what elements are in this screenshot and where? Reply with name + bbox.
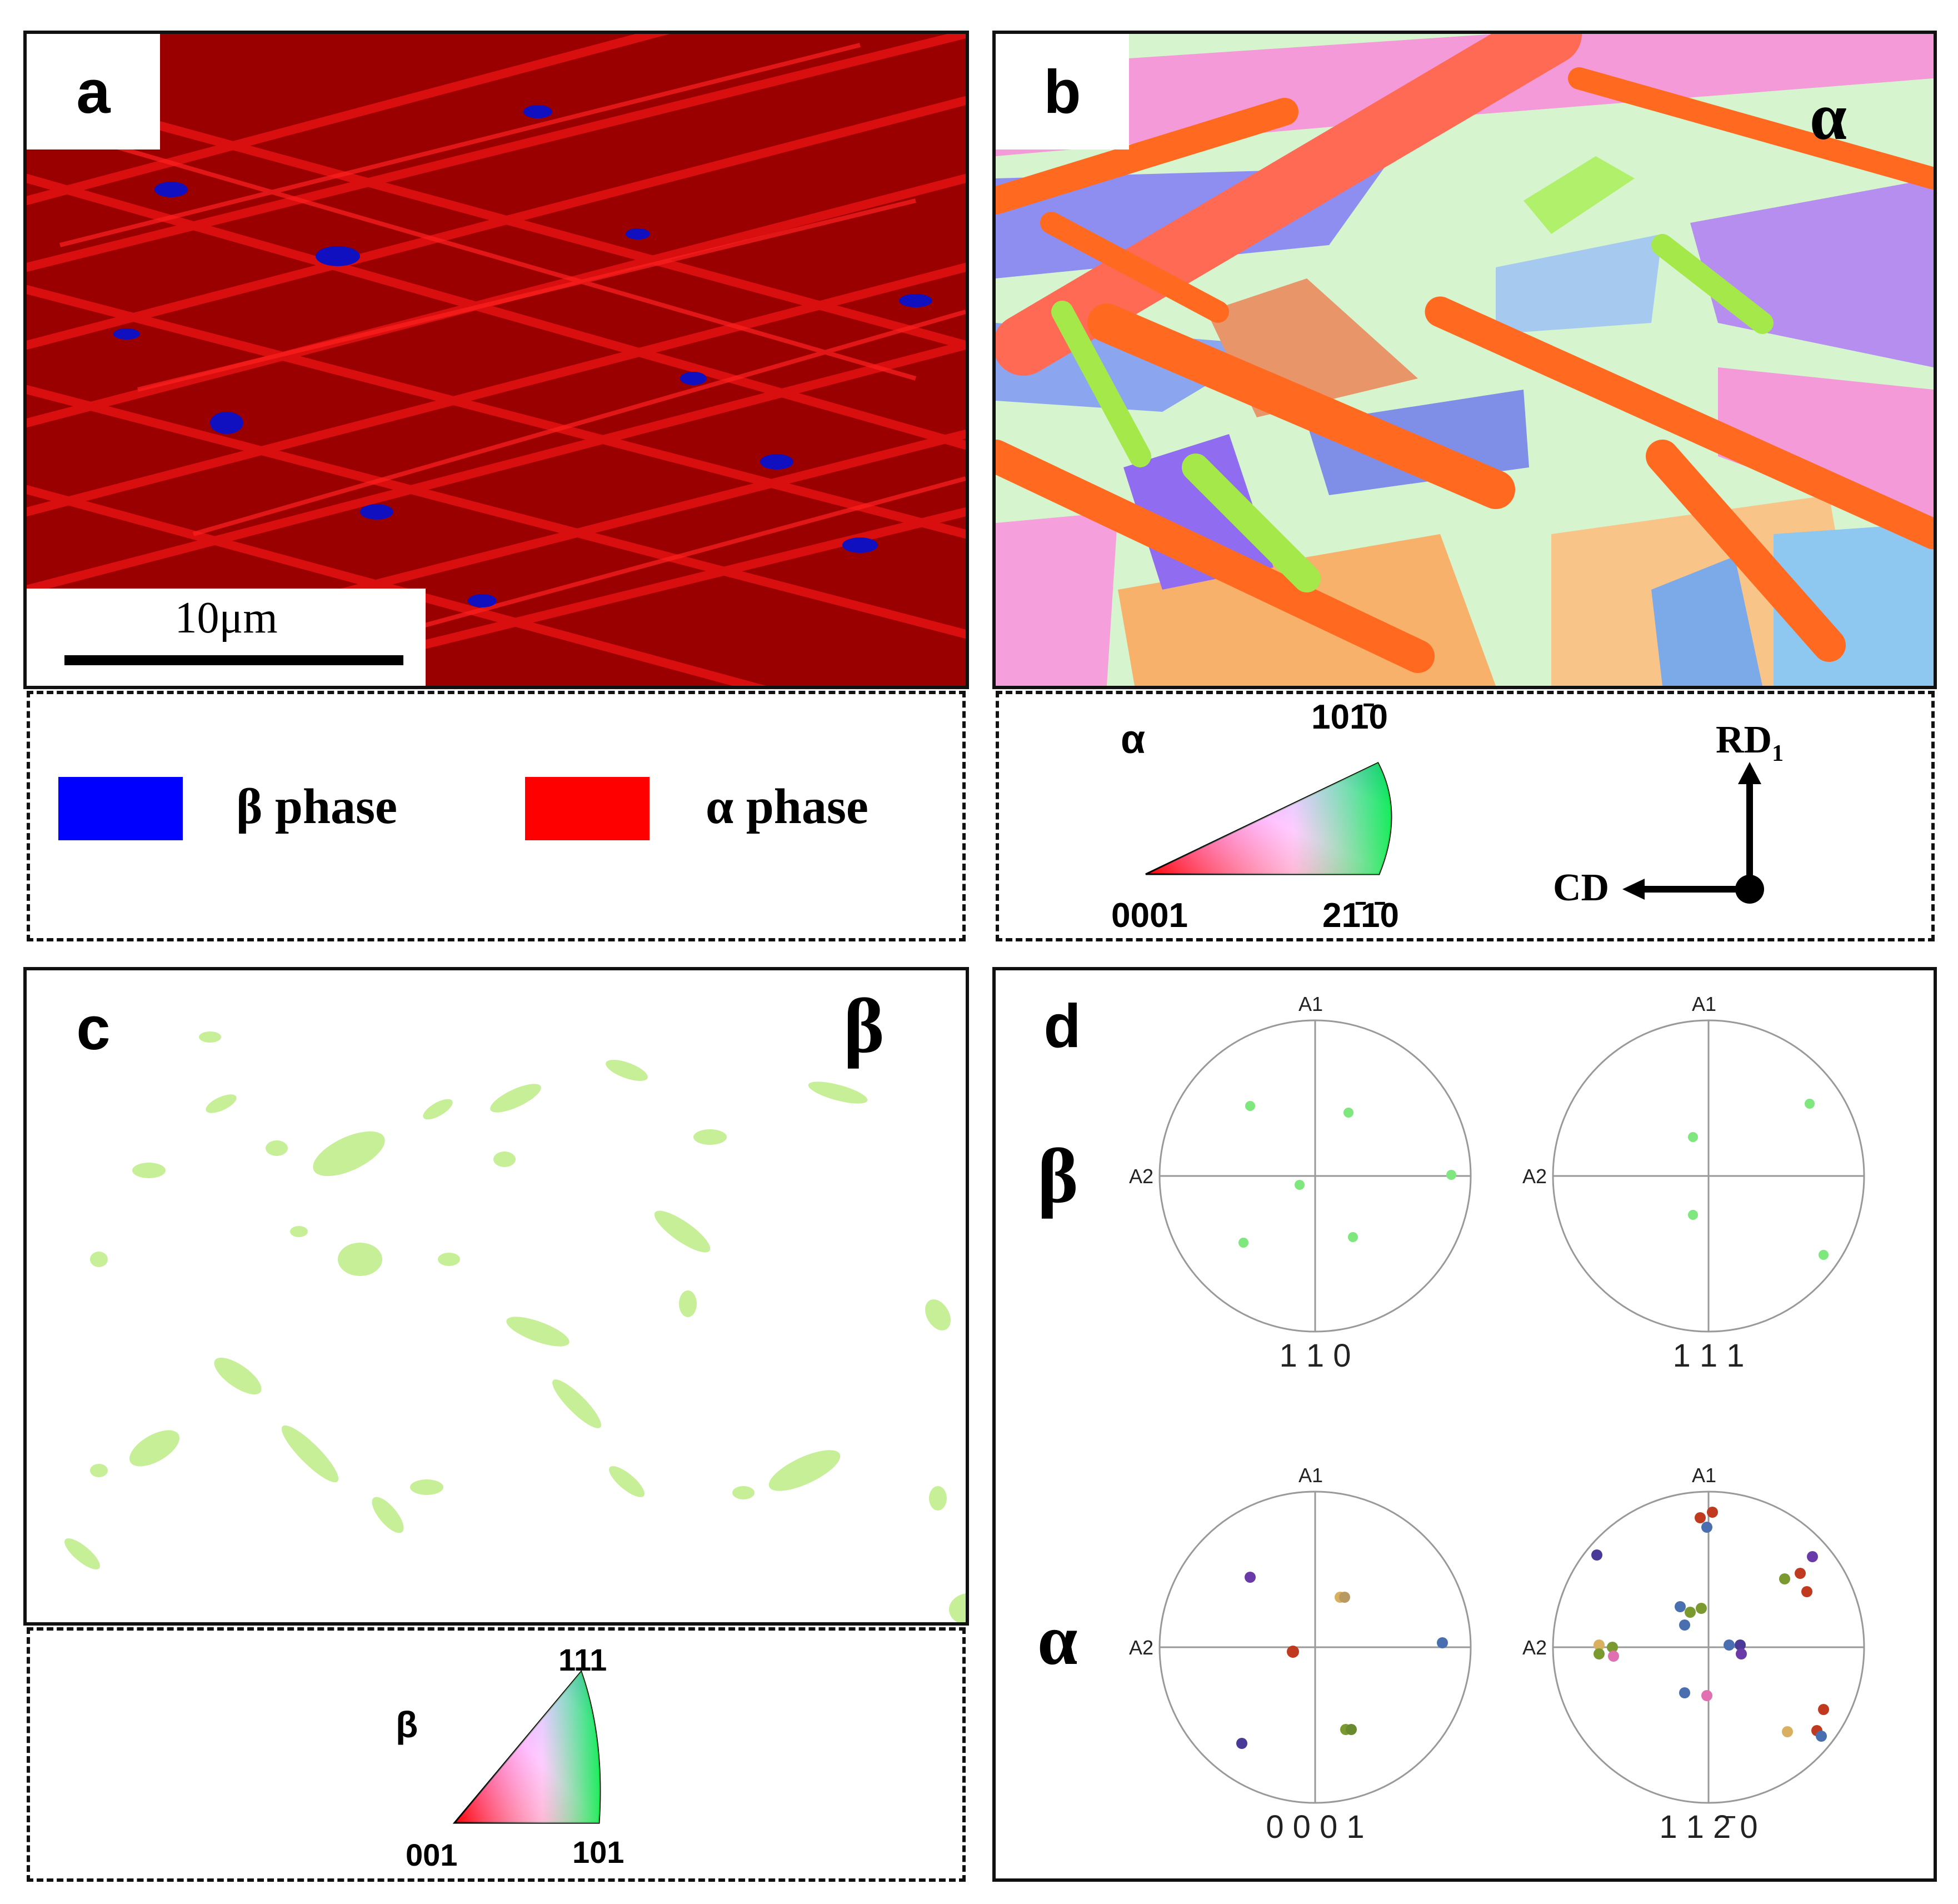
legend-swatch-beta bbox=[58, 777, 183, 840]
phase-symbol-beta-c: β bbox=[843, 983, 885, 1069]
panel-c-legend-box bbox=[27, 1627, 966, 1882]
pf1-title: 1 1 0 bbox=[1279, 1338, 1351, 1374]
pf4-axis-top: A1 bbox=[1692, 1464, 1717, 1487]
axis-label-rd-sub: 1 bbox=[1772, 741, 1784, 766]
alpha-orientation-map bbox=[996, 34, 1934, 686]
pf3-axis-top: A1 bbox=[1298, 1464, 1323, 1487]
scale-bar-label: 10μm bbox=[174, 594, 278, 642]
panel-c-beta-map: c β bbox=[23, 967, 969, 1626]
axis-label-rd-text: RD bbox=[1716, 719, 1772, 761]
panel-label-d: d bbox=[1043, 991, 1081, 1060]
panel-b-ipf-map: b α bbox=[992, 31, 1937, 689]
panel-label-c: c bbox=[27, 970, 160, 1086]
pf3-title: 0 0 0 1 bbox=[1266, 1809, 1365, 1845]
panel-b-legend-box bbox=[996, 691, 1935, 941]
pf2-axis-top: A1 bbox=[1692, 993, 1717, 1015]
phase-symbol-alpha-b: α bbox=[1810, 79, 1847, 153]
row-label-alpha: α bbox=[1037, 1600, 1078, 1680]
phase-map-image bbox=[27, 34, 966, 686]
ipf-key-beta-left: 001 bbox=[406, 1837, 458, 1872]
axis-label-rd: RD1 bbox=[1716, 718, 1784, 767]
ipf-key-beta-right: 101 bbox=[572, 1835, 625, 1870]
axis-label-cd: CD bbox=[1553, 866, 1610, 909]
pf3-axis-left: A2 bbox=[1129, 1636, 1154, 1659]
pole-figure-111 bbox=[1552, 1019, 1865, 1333]
ipf-key-alpha-phase: α bbox=[1121, 717, 1146, 762]
legend-label-beta: β phase bbox=[236, 779, 397, 834]
pf2-axis-left: A2 bbox=[1522, 1165, 1547, 1188]
panel-a-phase-map: a 10μm bbox=[23, 31, 969, 689]
ipf-key-beta-top: 111 bbox=[558, 1642, 607, 1677]
pf4-axis-left: A2 bbox=[1522, 1636, 1547, 1659]
panel-label-a: a bbox=[27, 34, 160, 149]
beta-orientation-map bbox=[27, 970, 966, 1622]
row-label-beta: β bbox=[1037, 1133, 1078, 1219]
pole-figure-11-20 bbox=[1552, 1491, 1865, 1804]
panel-a-legend-box bbox=[27, 691, 966, 941]
panel-d-pole-figures: d β α A1 A2 1 1 0 A1 A2 1 1 1 A1 A2 0 0 … bbox=[992, 967, 1937, 1882]
pf1-axis-top: A1 bbox=[1298, 993, 1323, 1015]
scale-bar-box: 10μm bbox=[27, 589, 426, 686]
pole-figure-0001 bbox=[1158, 1491, 1472, 1804]
ipf-key-alpha bbox=[1145, 762, 1392, 875]
legend-swatch-alpha bbox=[525, 777, 650, 840]
ipf-key-alpha-left: 0001 bbox=[1111, 896, 1188, 935]
ipf-key-beta-phase: β bbox=[396, 1704, 418, 1745]
legend-label-alpha: α phase bbox=[706, 779, 868, 834]
sample-axes-icon bbox=[1622, 762, 1764, 904]
scale-bar-line bbox=[64, 655, 403, 665]
panel-label-b: b bbox=[996, 34, 1129, 149]
ipf-key-alpha-right: 21̄1̄0 bbox=[1322, 896, 1399, 935]
pf2-title: 1 1 1 bbox=[1672, 1338, 1745, 1374]
pf4-title: 1 1 2̄ 0 bbox=[1659, 1809, 1758, 1845]
ipf-key-beta bbox=[452, 1670, 601, 1824]
ipf-key-alpha-top: 101̄0 bbox=[1311, 698, 1388, 736]
pole-figure-110 bbox=[1158, 1019, 1472, 1333]
pole-figure-canvas bbox=[1158, 1019, 1865, 1804]
pf1-axis-left: A2 bbox=[1129, 1165, 1154, 1188]
